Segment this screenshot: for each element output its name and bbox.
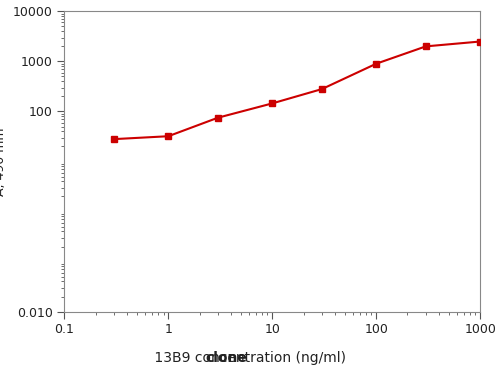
Text: 13B9 concentration (ng/ml): 13B9 concentration (ng/ml) [149, 351, 346, 365]
Y-axis label: A, 490 mm: A, 490 mm [0, 127, 7, 196]
Text: clone: clone [205, 351, 248, 365]
